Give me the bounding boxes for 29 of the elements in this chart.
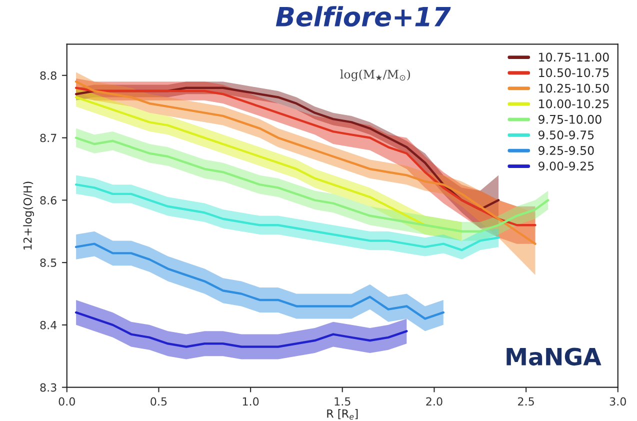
x-tick-label: 1.5 [334, 397, 350, 406]
x-axis-title: R [R$_{e}$] [327, 409, 358, 420]
x-tick-label: 0.5 [150, 397, 167, 406]
legend-label: 9.25-9.50 [538, 146, 594, 155]
x-tick-label: 3.0 [610, 397, 626, 406]
legend-label: 10.25-10.50 [539, 84, 609, 93]
legend-label: 9.00-9.25 [538, 162, 594, 171]
line-series [74, 311, 408, 348]
legend-title: log(M$_{★}$/M$_{⊙}$) [340, 70, 410, 82]
x-tick-label: 1.0 [242, 397, 259, 406]
y-tick-label: 8.6 [40, 196, 56, 205]
y-tick-label: 8.4 [40, 320, 57, 330]
x-tick-label: 2.5 [518, 397, 534, 406]
chart-title: Belfiore+17 [276, 6, 451, 27]
line-series [74, 183, 500, 252]
annotation: MaNGA [506, 348, 602, 366]
x-tick-label: 2.0 [426, 397, 442, 406]
legend-label: 10.75-11.00 [539, 52, 609, 62]
x-tick-label: 0.0 [58, 397, 75, 406]
y-tick-label: 8.3 [40, 383, 56, 392]
legend-label: 10.00-10.25 [539, 99, 609, 108]
y-tick-label: 8.5 [40, 258, 56, 267]
legend-label: 10.50-10.75 [539, 68, 609, 78]
legend-label: 9.50-9.75 [538, 130, 594, 140]
y-axis-title: 12+log(O/H) [23, 182, 34, 250]
y-tick-label: 8.8 [40, 71, 56, 80]
y-tick-label: 8.7 [40, 134, 56, 142]
line-series [74, 242, 445, 320]
legend-label: 9.75-10.00 [538, 114, 602, 124]
